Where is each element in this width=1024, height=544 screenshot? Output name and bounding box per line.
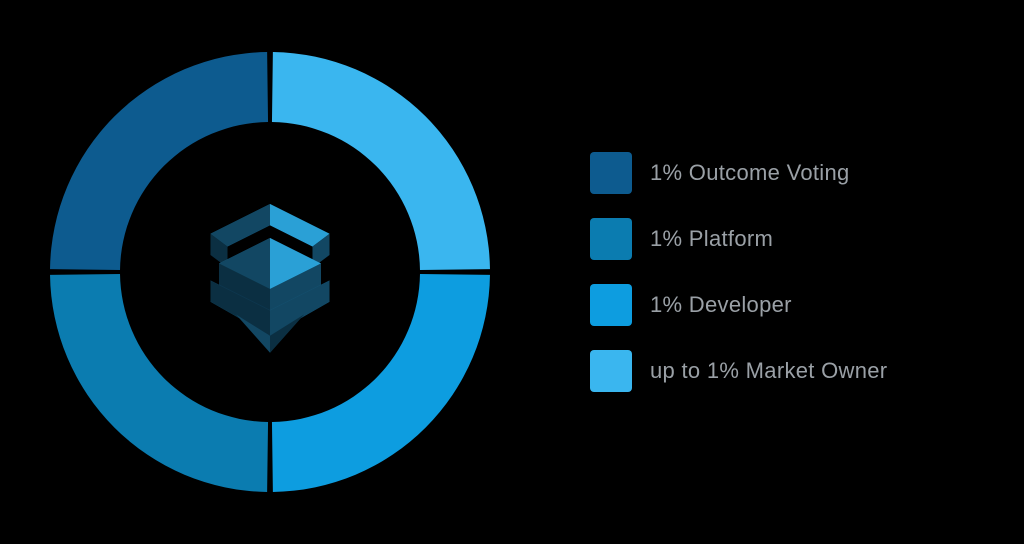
legend-swatch — [590, 218, 632, 260]
center-logo — [180, 182, 360, 362]
legend-swatch — [590, 284, 632, 326]
legend: 1% Outcome Voting 1% Platform 1% Develop… — [590, 152, 887, 392]
hex-logo-icon — [185, 187, 355, 357]
donut-chart — [30, 32, 510, 512]
legend-item: 1% Platform — [590, 218, 887, 260]
legend-swatch — [590, 350, 632, 392]
legend-swatch — [590, 152, 632, 194]
legend-label: 1% Developer — [650, 292, 792, 318]
legend-label: up to 1% Market Owner — [650, 358, 887, 384]
legend-label: 1% Platform — [650, 226, 773, 252]
legend-item: 1% Outcome Voting — [590, 152, 887, 194]
legend-label: 1% Outcome Voting — [650, 160, 850, 186]
chart-container: 1% Outcome Voting 1% Platform 1% Develop… — [0, 0, 1024, 544]
legend-item: 1% Developer — [590, 284, 887, 326]
legend-item: up to 1% Market Owner — [590, 350, 887, 392]
